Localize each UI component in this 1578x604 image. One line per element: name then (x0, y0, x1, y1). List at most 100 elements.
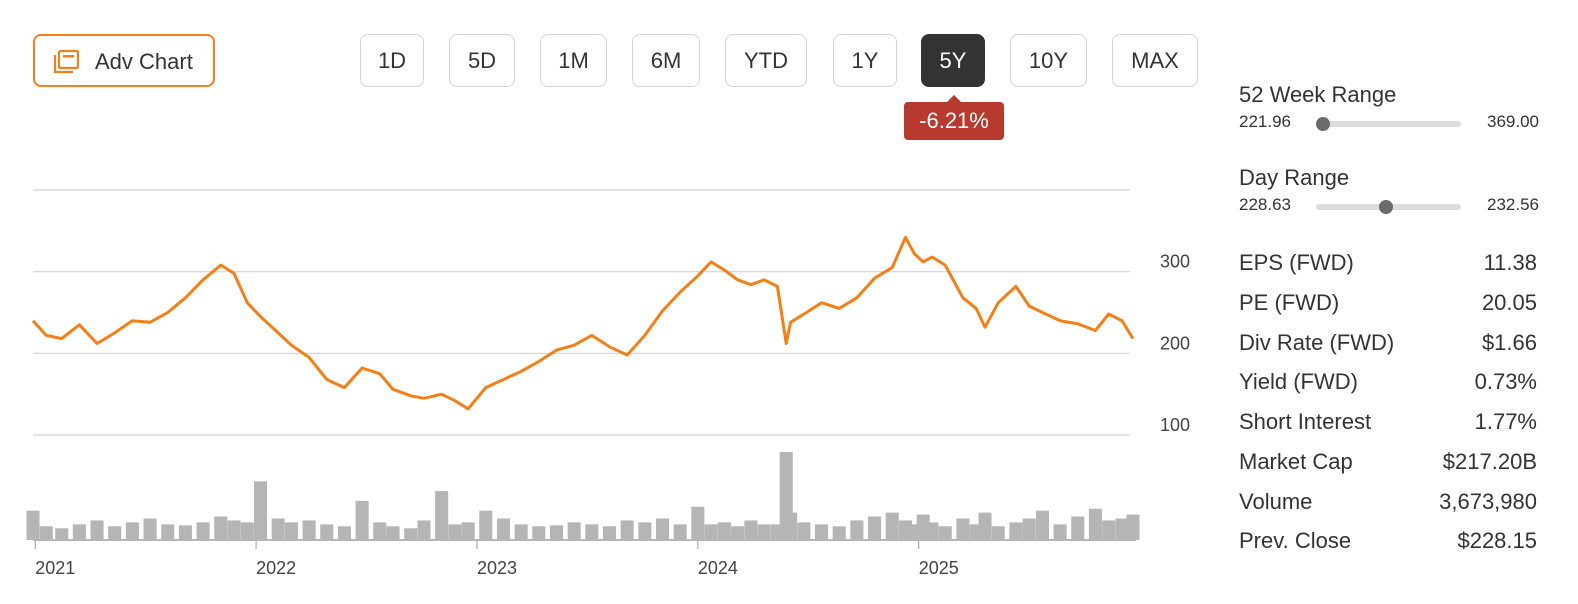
volume-bar (26, 510, 40, 540)
volume-bars (26, 452, 1140, 541)
stat-label: Div Rate (FWD) (1239, 330, 1395, 355)
stat-value: 20.05 (1481, 290, 1537, 315)
range-52-week-low: 221.96 (1239, 112, 1291, 131)
stat-eps-fwd: EPS (FWD) 11.38 (1239, 250, 1537, 278)
volume-bar (72, 524, 86, 540)
x-axis-ticks: 2021 2022 2023 2024 2025 (34, 541, 959, 578)
stat-value: $228.15 (1457, 528, 1537, 553)
stat-label: Yield (FWD) (1239, 369, 1358, 394)
range-day-high: 232.56 (1487, 195, 1539, 214)
volume-bar (271, 518, 285, 540)
price-line (31, 235, 1135, 411)
y-axis-ticks: 300 200 100 (1160, 252, 1190, 435)
price-chart[interactable]: 300 200 100 2021 2022 2023 2024 2025 (0, 0, 1200, 604)
stat-label: EPS (FWD) (1239, 250, 1354, 275)
volume-bar (691, 506, 705, 540)
volume-bar (757, 524, 771, 540)
volume-bar (479, 510, 493, 540)
range-button-5d[interactable]: 5D (449, 34, 515, 87)
stat-label: PE (FWD) (1239, 290, 1340, 315)
volume-bar (227, 520, 241, 540)
range-button-5y[interactable]: 5Y (921, 34, 985, 87)
volume-bar (638, 522, 652, 540)
volume-bar (567, 522, 581, 540)
y-tick-label: 100 (1160, 415, 1190, 435)
volume-bar (991, 526, 1005, 540)
volume-bar (161, 524, 175, 540)
charts-icon (53, 49, 80, 74)
stat-volume: Volume 3,673,980 (1239, 489, 1537, 517)
range-52-week-marker (1316, 117, 1331, 131)
stat-short-interest: Short Interest 1.77% (1239, 409, 1537, 437)
stat-label: Prev. Close (1239, 528, 1352, 553)
volume-bar (448, 524, 462, 540)
stat-label: Short Interest (1239, 409, 1372, 434)
range-button-1d[interactable]: 1D (360, 34, 424, 87)
range-day-low: 228.63 (1239, 195, 1291, 214)
x-tick-label: 2021 (35, 558, 75, 578)
adv-chart-label: Adv Chart (95, 49, 193, 74)
volume-bar (797, 522, 811, 540)
x-tick-label: 2025 (919, 558, 959, 578)
range-button-1m[interactable]: 1M (540, 34, 607, 87)
volume-bar (125, 522, 139, 540)
stat-label: Market Cap (1239, 449, 1353, 474)
range-button-max[interactable]: MAX (1112, 34, 1198, 87)
range-day-title: Day Range (1239, 165, 1350, 190)
volume-bar (337, 526, 351, 540)
volume-bar (284, 522, 298, 540)
volume-bar (655, 518, 670, 540)
stat-value: $217.20B (1442, 449, 1537, 474)
volume-bar (673, 524, 687, 540)
range-52-week-title: 52 Week Range (1239, 82, 1397, 107)
range-button-6m[interactable]: 6M (632, 34, 700, 87)
range-day: Day Range 228.63 232.56 (1239, 165, 1539, 217)
volume-bar (868, 516, 882, 540)
volume-bar (1126, 514, 1140, 540)
volume-bar (1071, 516, 1085, 540)
volume-bar (784, 512, 798, 540)
volume-bar (1035, 510, 1049, 540)
volume-bar (90, 520, 104, 540)
volume-bar (532, 526, 546, 540)
volume-bar (196, 522, 210, 540)
change-badge: -6.21% (904, 95, 1004, 140)
volume-bar (1088, 508, 1102, 540)
stat-value: $1.66 (1481, 330, 1537, 355)
volume-bar (1115, 518, 1129, 540)
range-button-10y[interactable]: 10Y (1010, 34, 1087, 87)
volume-bar (240, 522, 254, 540)
volume-bar (925, 522, 939, 540)
volume-bar (620, 520, 634, 540)
volume-bar (1009, 522, 1023, 540)
range-day-track (1316, 200, 1461, 214)
volume-bar (214, 516, 228, 540)
volume-bar (885, 512, 899, 540)
volume-bar (850, 520, 864, 540)
volume-bar (355, 500, 369, 540)
volume-bar (956, 518, 970, 540)
volume-bar (938, 526, 952, 540)
range-button-ytd[interactable]: YTD (725, 34, 807, 87)
volume-bar (1053, 524, 1067, 540)
volume-bar (832, 526, 846, 540)
x-tick-label: 2023 (477, 558, 517, 578)
volume-bar (108, 526, 122, 540)
stat-value: 11.38 (1483, 250, 1537, 275)
volume-bar (744, 520, 758, 540)
range-button-1y[interactable]: 1Y (833, 34, 897, 87)
volume-bar (373, 522, 387, 540)
volume-bar (496, 518, 511, 540)
adv-chart-button[interactable]: Adv Chart (33, 34, 215, 87)
range-52-week-track (1316, 117, 1461, 131)
stat-pe-fwd: PE (FWD) 20.05 (1239, 290, 1537, 318)
volume-bar (143, 518, 157, 540)
volume-bar (178, 525, 192, 540)
x-tick-label: 2022 (256, 558, 296, 578)
volume-bar (585, 524, 599, 540)
y-tick-label: 300 (1160, 252, 1190, 272)
volume-bar (55, 528, 69, 540)
stat-value: 0.73% (1474, 369, 1537, 394)
volume-bar (253, 481, 268, 540)
volume-bar (1102, 520, 1116, 540)
